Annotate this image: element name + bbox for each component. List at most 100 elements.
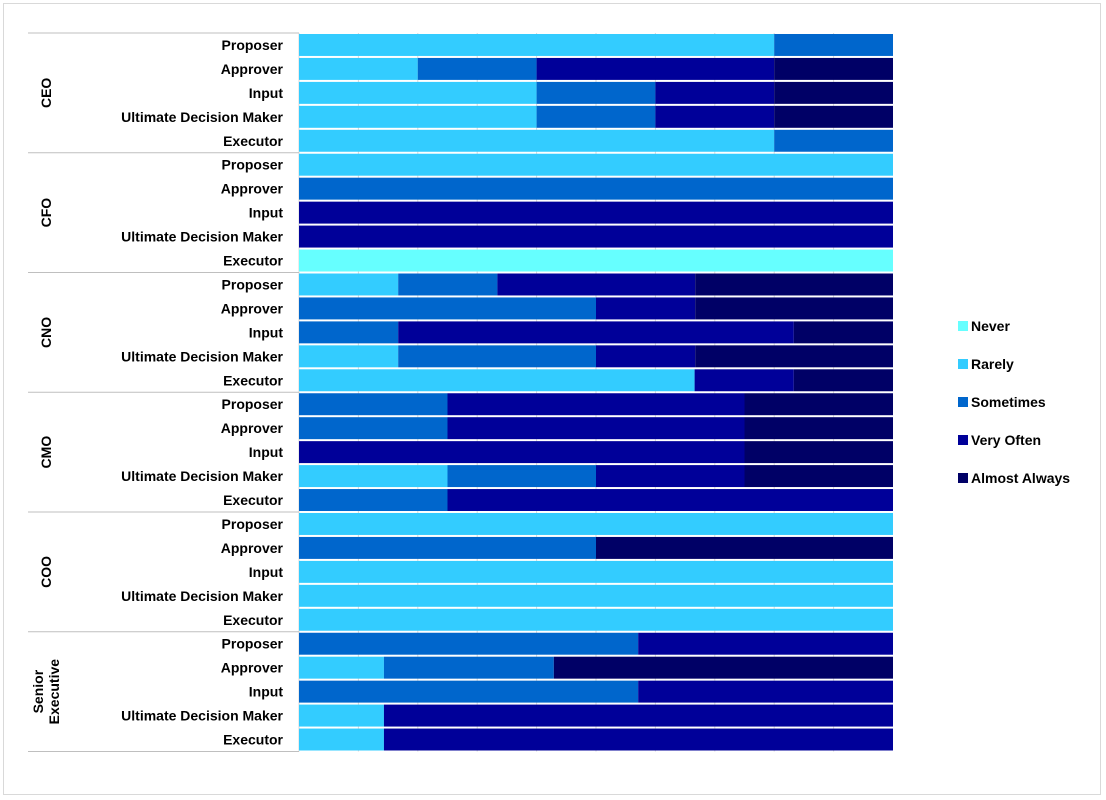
group-label-cmo: CMO: [38, 436, 54, 469]
bar-cmo-approver-sometimes: [299, 417, 448, 440]
bar-cfo-proposer-rarely: [299, 153, 893, 176]
bar-cno-ultimate-decision-maker-almost-always: [695, 345, 893, 368]
bar-ceo-approver-very-often: [536, 57, 775, 80]
row-label-coo-executor: Executor: [223, 612, 283, 628]
row-label-cmo-executor: Executor: [223, 492, 283, 508]
bar-cno-input-almost-always: [793, 321, 893, 344]
row-label-coo-proposer: Proposer: [222, 516, 284, 532]
bar-cfo-approver-sometimes: [299, 177, 893, 200]
bar-cno-proposer-rarely: [299, 273, 399, 296]
bar-ceo-executor-rarely: [299, 129, 775, 152]
row-label-cfo-ultimate-decision-maker: Ultimate Decision Maker: [121, 229, 283, 245]
row-label-cno-approver: Approver: [221, 300, 284, 316]
legend-label-rarely: Rarely: [971, 356, 1014, 372]
row-label-coo-ultimate-decision-maker: Ultimate Decision Maker: [121, 588, 283, 604]
legend-swatch-very-often: [958, 435, 968, 445]
bar-coo-proposer-rarely: [299, 513, 893, 535]
row-label-cmo-proposer: Proposer: [222, 396, 284, 412]
group-label-cno: CNO: [38, 317, 54, 348]
row-label-ceo-ultimate-decision-maker: Ultimate Decision Maker: [121, 109, 283, 125]
row-label-cmo-approver: Approver: [221, 420, 284, 436]
bar-senior-executive-input-very-often: [638, 680, 893, 703]
bar-cmo-ultimate-decision-maker-almost-always: [744, 465, 893, 488]
row-label-cno-ultimate-decision-maker: Ultimate Decision Maker: [121, 348, 283, 364]
group-label-line: CFO: [38, 198, 54, 228]
group-label-line: Senior: [30, 669, 46, 713]
bar-cno-approver-sometimes: [299, 297, 596, 320]
bar-cno-proposer-very-often: [497, 273, 696, 296]
legend-swatch-sometimes: [958, 397, 968, 407]
bar-ceo-executor-sometimes: [774, 129, 893, 152]
group-label-line: CMO: [38, 436, 54, 469]
bar-senior-executive-proposer-sometimes: [299, 632, 639, 655]
legend-label-very-often: Very Often: [971, 432, 1041, 448]
group-label-line: Executive: [46, 659, 62, 725]
bar-cmo-approver-almost-always: [744, 417, 893, 440]
group-label-line: COO: [38, 556, 54, 588]
row-label-cfo-input: Input: [249, 205, 284, 221]
bar-senior-executive-executor-rarely: [299, 728, 384, 751]
bar-ceo-ultimate-decision-maker-rarely: [299, 105, 537, 128]
bar-cfo-input-very-often: [299, 201, 893, 224]
bar-cno-ultimate-decision-maker-rarely: [299, 345, 399, 368]
bar-cmo-proposer-very-often: [447, 393, 745, 416]
bar-ceo-ultimate-decision-maker-very-often: [655, 105, 775, 128]
row-label-cmo-input: Input: [249, 444, 284, 460]
group-separators: [28, 32, 299, 752]
bar-cno-executor-very-often: [694, 369, 794, 392]
bar-cno-ultimate-decision-maker-very-often: [596, 345, 696, 368]
group-label-coo: COO: [38, 556, 54, 588]
bar-coo-approver-almost-always: [596, 536, 893, 559]
bar-cmo-input-almost-always: [744, 441, 893, 464]
row-label-coo-input: Input: [249, 564, 284, 580]
row-label-ceo-executor: Executor: [223, 133, 283, 149]
bar-cno-approver-very-often: [596, 297, 696, 320]
bar-cfo-executor-never: [299, 249, 893, 272]
bar-cno-proposer-almost-always: [695, 273, 893, 296]
row-label-ceo-input: Input: [249, 85, 284, 101]
legend: Never Rarely Sometimes Very Often Almost Alw…: [958, 318, 1070, 486]
group-label-senior-executive: SeniorExecutive: [30, 659, 62, 725]
bar-cmo-input-very-often: [299, 441, 745, 464]
bar-senior-executive-input-sometimes: [299, 680, 639, 703]
bar-coo-ultimate-decision-maker-rarely: [299, 584, 893, 607]
bar-senior-executive-ultimate-decision-maker-rarely: [299, 704, 384, 727]
row-label-cno-proposer: Proposer: [222, 276, 284, 292]
stacked-bar-chart: Proposer Approver Input Ultimate Decision M…: [28, 32, 1070, 752]
bar-cno-proposer-sometimes: [398, 273, 498, 296]
bar-cmo-proposer-sometimes: [299, 393, 448, 416]
bar-cmo-ultimate-decision-maker-very-often: [596, 465, 745, 488]
bar-ceo-approver-almost-always: [774, 57, 893, 80]
bar-senior-executive-ultimate-decision-maker-very-often: [383, 704, 893, 727]
bar-cno-approver-almost-always: [695, 297, 893, 320]
bar-senior-executive-proposer-very-often: [638, 632, 893, 655]
row-label-cmo-ultimate-decision-maker: Ultimate Decision Maker: [121, 468, 283, 484]
bar-ceo-input-very-often: [655, 81, 775, 104]
row-label-cno-executor: Executor: [223, 372, 283, 388]
bars: [299, 34, 893, 751]
group-label-line: CEO: [38, 78, 54, 108]
bar-coo-executor-rarely: [299, 608, 893, 631]
bar-coo-approver-sometimes: [299, 536, 596, 559]
row-label-senior-executive-ultimate-decision-maker: Ultimate Decision Maker: [121, 708, 283, 724]
bar-ceo-proposer-rarely: [299, 34, 775, 56]
bar-ceo-input-rarely: [299, 81, 537, 104]
bar-cno-input-very-often: [398, 321, 794, 344]
row-label-cfo-proposer: Proposer: [222, 157, 284, 173]
bar-ceo-input-almost-always: [774, 81, 893, 104]
bar-cmo-executor-sometimes: [299, 489, 448, 511]
row-label-cfo-approver: Approver: [221, 181, 284, 197]
bar-cmo-executor-very-often: [447, 489, 893, 511]
legend-swatch-almost-always: [958, 473, 968, 483]
bar-cfo-ultimate-decision-maker-very-often: [299, 225, 893, 248]
bar-ceo-ultimate-decision-maker-almost-always: [774, 105, 893, 128]
bar-senior-executive-executor-very-often: [383, 728, 893, 751]
row-label-ceo-approver: Approver: [221, 61, 284, 77]
bar-ceo-approver-sometimes: [417, 57, 537, 80]
bar-senior-executive-approver-almost-always: [553, 656, 893, 679]
group-label-ceo: CEO: [38, 78, 54, 108]
bar-senior-executive-approver-rarely: [299, 656, 384, 679]
legend-label-sometimes: Sometimes: [971, 394, 1046, 410]
row-label-cfo-executor: Executor: [223, 253, 283, 269]
bar-cmo-approver-very-often: [447, 417, 745, 440]
